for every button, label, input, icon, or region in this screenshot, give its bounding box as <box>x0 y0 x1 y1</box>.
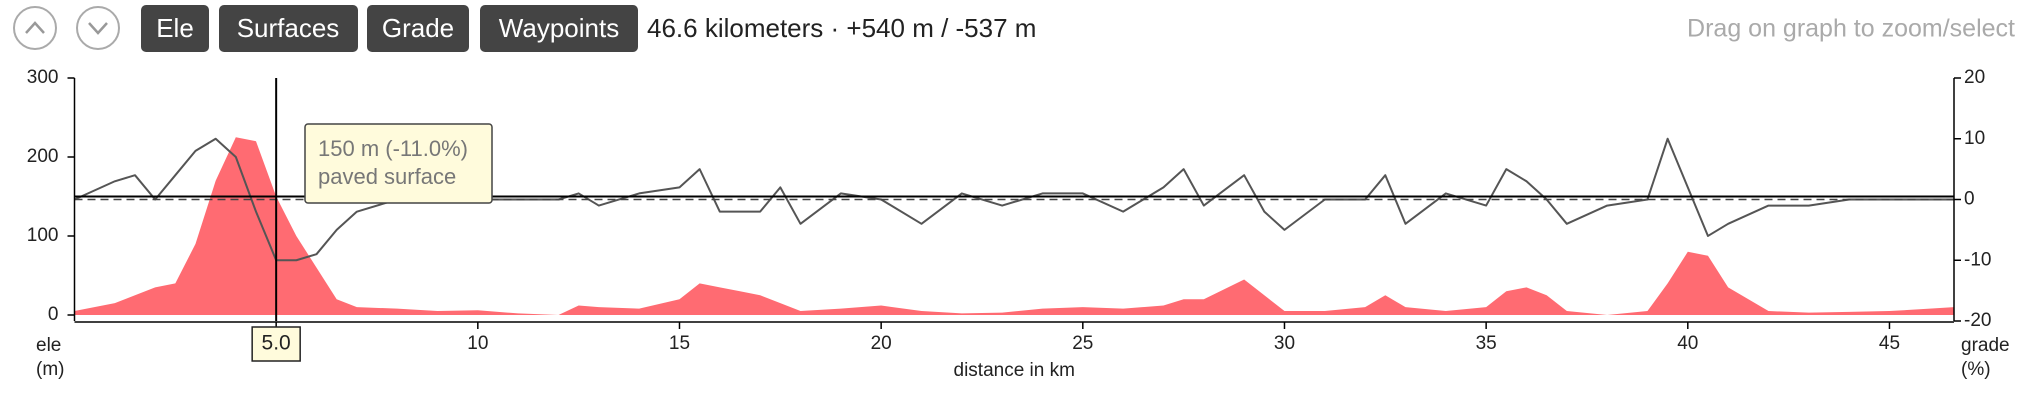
x-tick-label: 30 <box>1274 333 1295 354</box>
grade-button[interactable]: Grade <box>367 5 469 52</box>
tooltip-text: paved surface <box>318 164 456 189</box>
surfaces-button[interactable]: Surfaces <box>219 5 358 52</box>
down-arrow <box>88 22 108 35</box>
x-tick-label: 40 <box>1677 333 1698 354</box>
crosshair-x-label: 5.0 <box>262 332 291 355</box>
crosshair-x-box <box>251 326 301 362</box>
collapse-up[interactable] <box>13 6 57 50</box>
y2-axis-label: grade <box>1961 335 2010 356</box>
x-tick-label: 15 <box>669 333 690 354</box>
collapse-down[interactable] <box>76 6 120 50</box>
x-tick-label: 20 <box>871 333 892 354</box>
up-arrow <box>25 21 45 34</box>
grade-line <box>74 137 1954 262</box>
hint: Drag on graph to zoom/select <box>1687 15 2015 43</box>
button-label: Waypoints <box>499 13 619 43</box>
y2-tick-label: 10 <box>1964 128 1985 149</box>
y2-tick-label: 0 <box>1964 189 1975 210</box>
x-tick-label: 25 <box>1072 333 1093 354</box>
route-summary: 46.6 kilometers · +540 m / -537 m <box>647 13 1036 43</box>
waypoints-button[interactable]: Waypoints <box>480 5 638 52</box>
y-tick-label: 200 <box>27 146 59 167</box>
y2-tick-label: -20 <box>1964 310 1991 331</box>
button-label: Ele <box>156 13 194 43</box>
y-axis-label: ele <box>36 335 61 356</box>
y-tick-label: 100 <box>27 225 59 246</box>
plot[interactable]: 0100200300-20-100102051015202530354045di… <box>27 67 2010 381</box>
x-axis-label: distance in km <box>954 360 1075 381</box>
tooltip-text: 150 m (-11.0%) <box>318 136 468 161</box>
elevation-area <box>74 137 1954 315</box>
y-axis-label: (m) <box>36 359 64 380</box>
y2-tick-label: 20 <box>1964 67 1985 88</box>
y-tick-label: 0 <box>48 304 59 325</box>
ele-button[interactable]: Ele <box>141 5 209 52</box>
y-tick-label: 300 <box>27 67 59 88</box>
y2-tick-label: -10 <box>1964 249 1991 270</box>
x-tick-label: 45 <box>1879 333 1900 354</box>
x-tick-label: 35 <box>1476 333 1497 354</box>
button-label: Grade <box>382 13 454 43</box>
x-tick-label: 10 <box>467 333 488 354</box>
tooltip-box <box>304 123 493 204</box>
button-label: Surfaces <box>237 13 340 43</box>
y2-axis-label: (%) <box>1961 359 1991 380</box>
